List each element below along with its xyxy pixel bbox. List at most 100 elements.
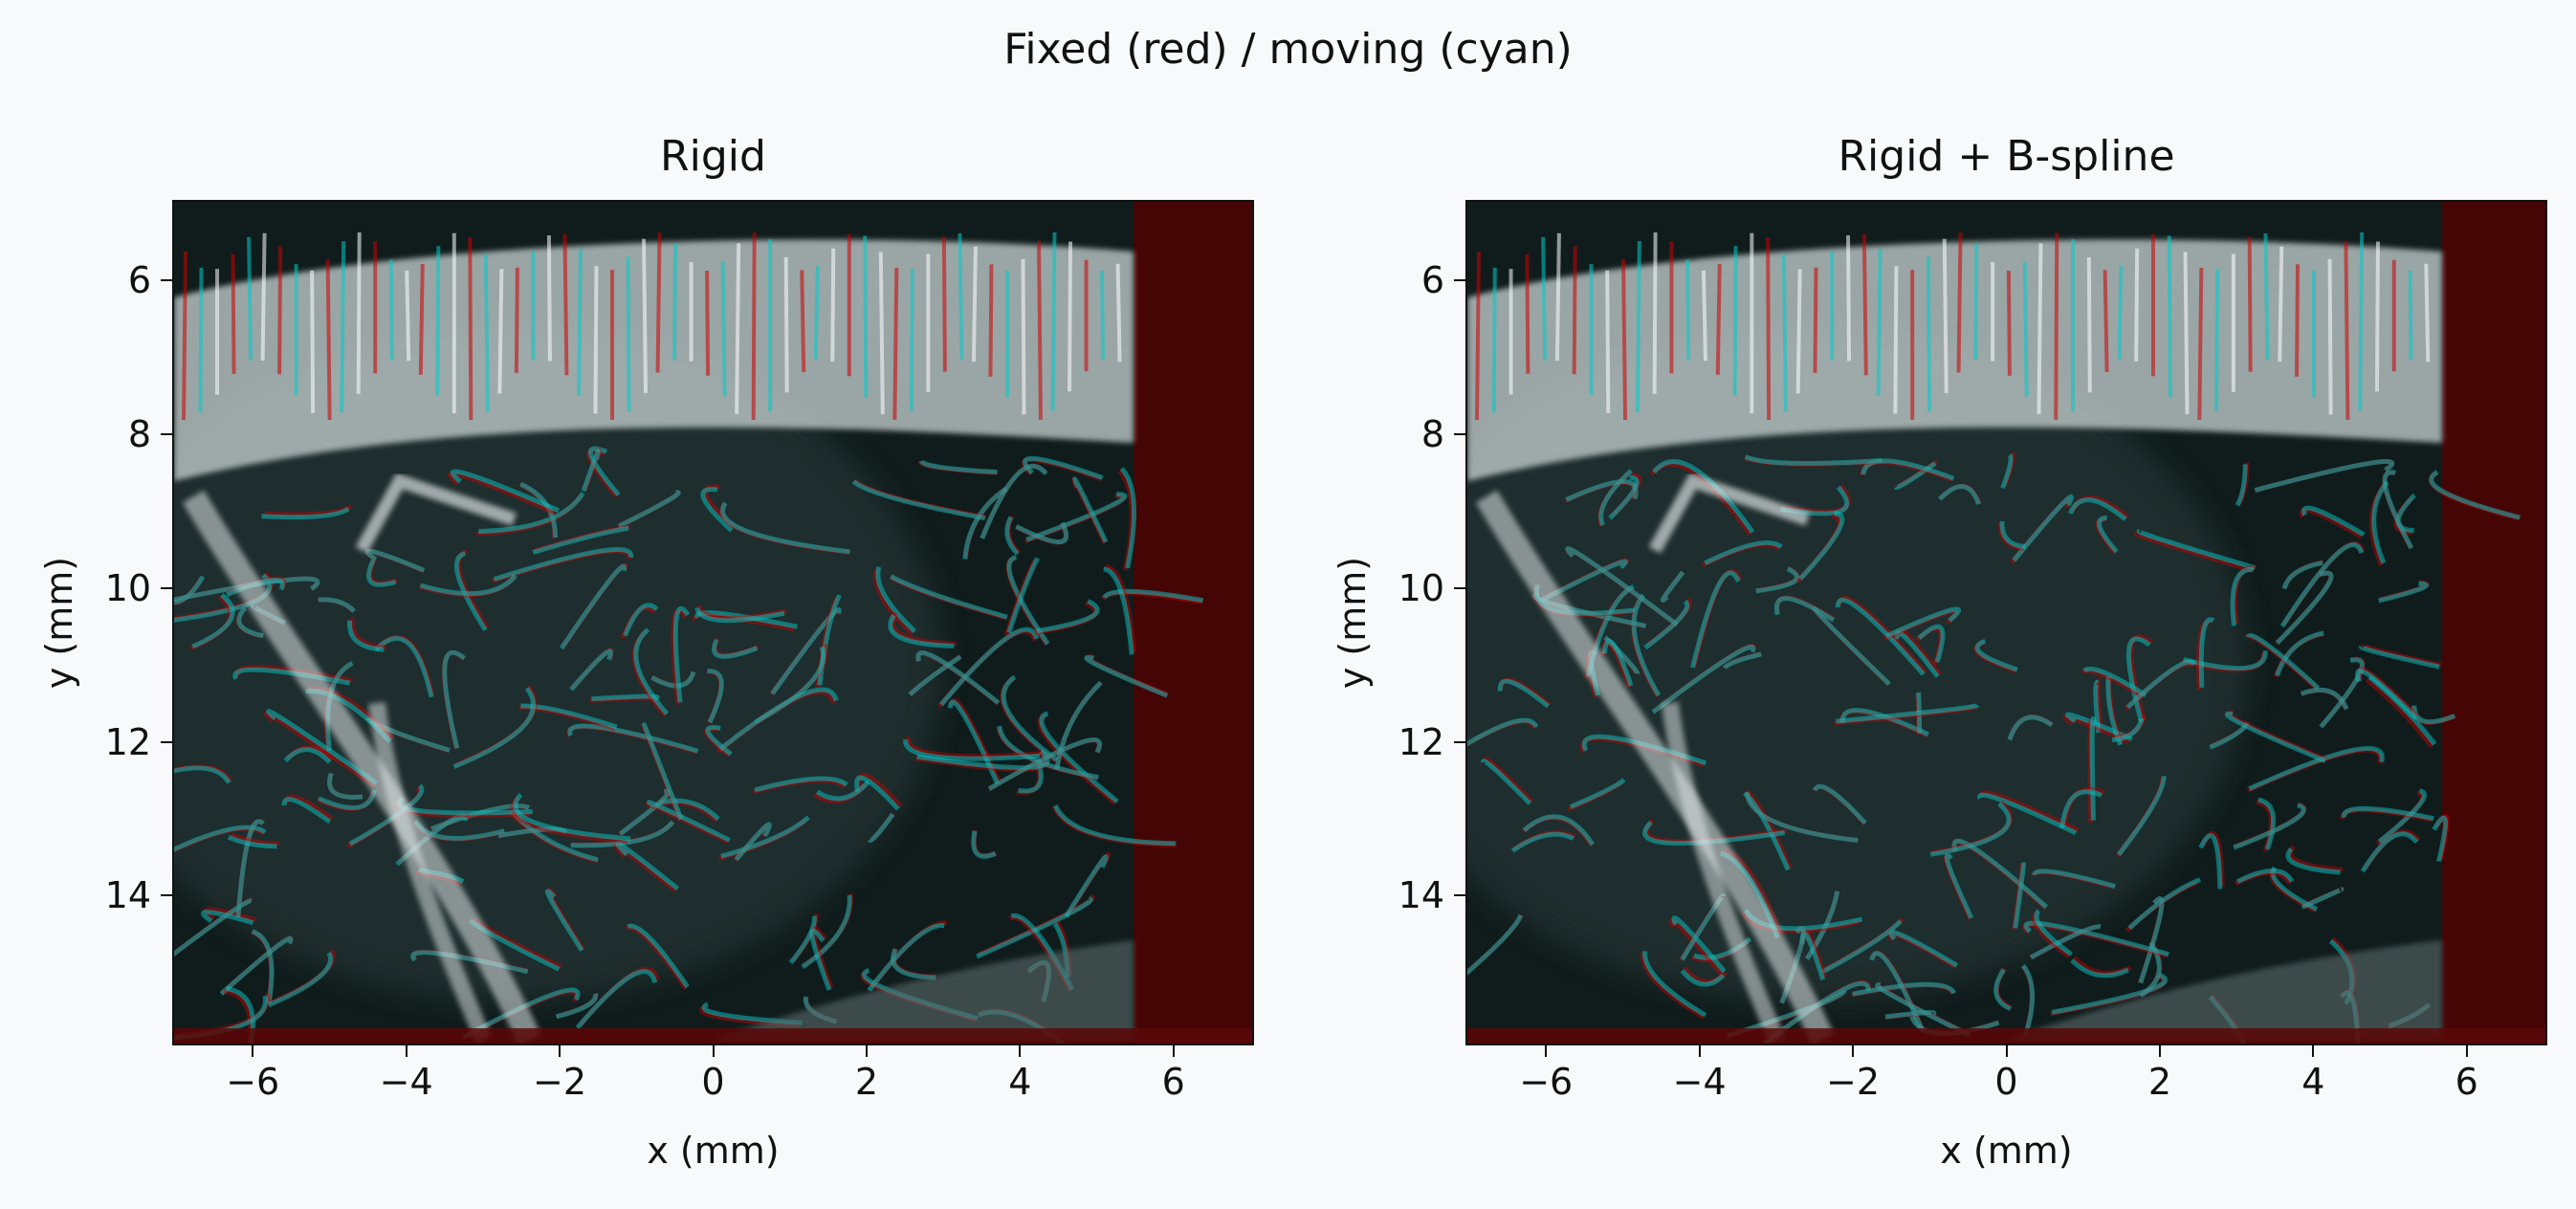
vessel-moving [1888, 930, 1959, 968]
vessel-moving [734, 822, 772, 862]
cortex-striation [1781, 253, 1788, 412]
cortex-striation [863, 235, 869, 398]
vessel-moving [2125, 636, 2151, 723]
cortex-striation [878, 252, 885, 415]
vessel-fixed [510, 795, 628, 845]
vessel-moving [235, 819, 265, 918]
cortex-striation [2197, 267, 2204, 420]
vessel-moving [318, 789, 377, 810]
vessel-moving [2208, 995, 2247, 1044]
cortex-striation [1732, 246, 1738, 396]
cortex-striation [418, 263, 425, 375]
vessel-fixed [2301, 886, 2345, 910]
y-tick-mark [1454, 433, 1465, 436]
vessel-fixed [1467, 718, 1538, 747]
overlay-image [1467, 202, 2545, 1044]
cortex-striation [2424, 263, 2431, 363]
vessel-fixed [890, 611, 957, 647]
vessel-fixed [2029, 924, 2102, 960]
vessel-fixed [1743, 455, 1882, 467]
vessel-moving [462, 987, 581, 1040]
vessel-fixed [583, 447, 603, 491]
vessel-fixed [418, 575, 517, 598]
vessel-fixed [1597, 470, 1632, 528]
vessel-moving [1917, 624, 1946, 663]
vessel-fixed [1021, 457, 1103, 482]
y-tick-label: 14 [104, 874, 151, 917]
vessel-moving [1860, 458, 1955, 481]
vessel-moving [803, 996, 838, 1024]
vessel-fixed [1725, 990, 1846, 1040]
vessel-fixed [2050, 974, 2167, 1017]
y-tick-label: 12 [104, 720, 151, 763]
cortex-striation [1037, 240, 1043, 420]
bottom-tissue [2006, 940, 2443, 1040]
cortex-striation [1973, 243, 1979, 361]
vessel-fixed [2007, 714, 2054, 740]
cortex-striation [800, 270, 806, 373]
vessel-moving [1916, 692, 1923, 734]
vessel-moving [1893, 461, 1937, 490]
vessel-moving [2301, 887, 2345, 910]
vessel-fixed [2246, 747, 2383, 793]
vessel-moving [939, 626, 1040, 707]
vessel-fixed [2320, 656, 2366, 728]
vessel-fixed [917, 460, 998, 475]
vessel-moving [1010, 912, 1075, 991]
vessel-moving [191, 593, 235, 649]
vessel-fixed [561, 562, 628, 649]
vessel-fixed [441, 650, 466, 750]
vessel-fixed [2070, 495, 2129, 519]
vessel-fixed [813, 782, 868, 804]
vessel-fixed [1805, 890, 1840, 960]
vessel-fixed [1668, 918, 1724, 977]
vessel-fixed [174, 763, 232, 783]
vessel-moving [918, 459, 998, 475]
y-tick-label: 8 [1420, 413, 1444, 456]
cortex-striation [2086, 256, 2092, 393]
vessel-moving [2359, 644, 2440, 670]
vessel-fixed [978, 1008, 1068, 1044]
cortex-striation [2037, 243, 2043, 414]
vessel-moving [2032, 868, 2117, 890]
y-tick-mark [161, 279, 172, 282]
overlay-image [174, 202, 1252, 1044]
vessel-moving [1522, 814, 1596, 846]
tissue-haze [174, 328, 942, 1001]
vessel-fixed [2196, 620, 2213, 691]
vessel-fixed [365, 716, 451, 754]
cortex-striation [1926, 256, 1931, 412]
vessel-moving [2139, 941, 2162, 999]
cortex-striation [751, 232, 757, 420]
vessel-fixed [2300, 688, 2349, 711]
cortex-band [174, 239, 1134, 481]
vessel-moving [587, 446, 621, 496]
vessel-moving [1072, 476, 1109, 543]
vessel-moving [659, 798, 720, 821]
vessel-fixed [1567, 780, 1624, 812]
vessel-fixed [1979, 790, 2080, 833]
cortex-striation [2006, 270, 2012, 376]
vessel-fixed [1583, 586, 1633, 679]
cortex-striation [356, 231, 362, 394]
vessel-fixed [518, 705, 616, 732]
vessel-moving [2012, 494, 2074, 562]
vessel-moving [251, 929, 275, 1004]
vessel-fixed [699, 1004, 801, 1028]
vessel-fixed [189, 595, 233, 651]
vessel-fixed [203, 907, 257, 923]
cortex-striation [2103, 270, 2109, 373]
vessel-fixed [692, 612, 796, 632]
vessel-moving [569, 648, 614, 692]
vessel-moving [867, 923, 945, 992]
y-tick-mark [1454, 279, 1465, 282]
vessel-fixed [1071, 477, 1108, 544]
vessel-moving [1540, 559, 1628, 603]
vessel-fixed [1564, 480, 1638, 503]
vessel-moving [1565, 479, 1639, 502]
cortex-striation [2183, 252, 2190, 415]
vessel-fixed [1024, 493, 1126, 544]
vessel-moving [1680, 969, 1726, 987]
vessel-fixed [219, 935, 294, 996]
vessel-moving [980, 463, 1048, 539]
